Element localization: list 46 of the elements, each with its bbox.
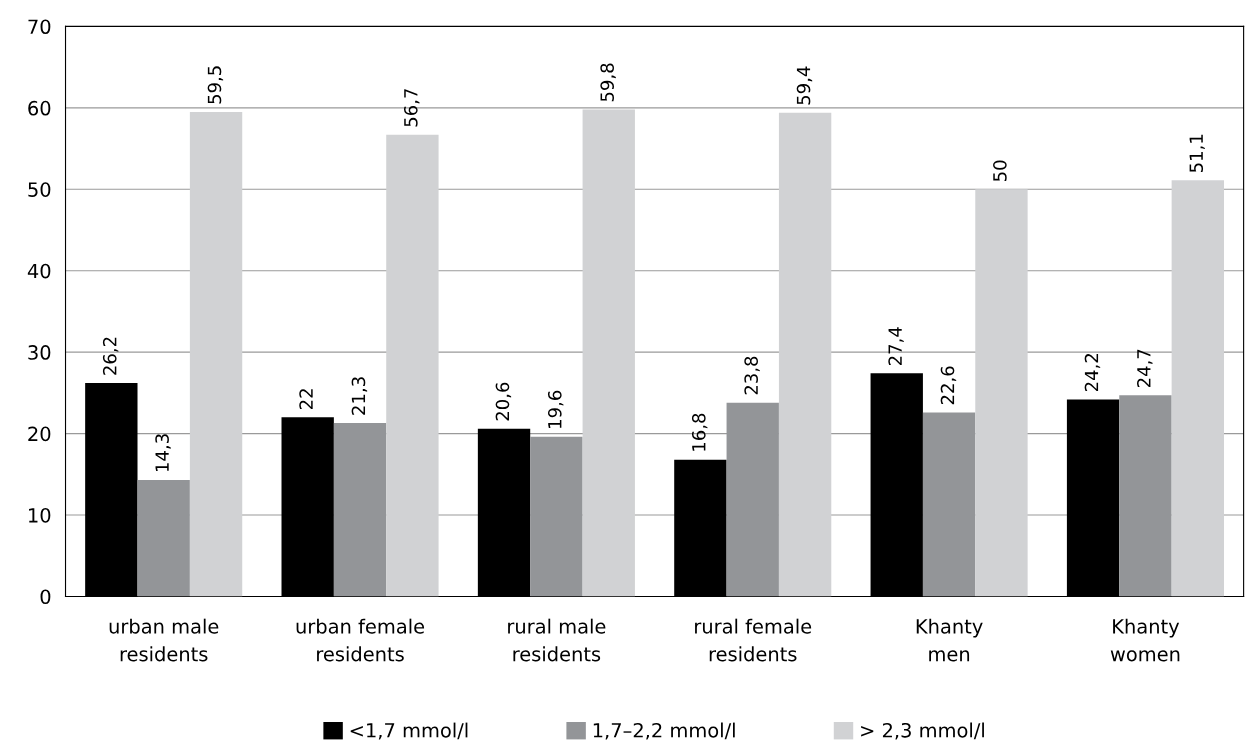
data-label: 16,8	[691, 413, 708, 451]
data-label: 23,8	[744, 356, 760, 395]
y-tick-label: 40	[27, 263, 51, 279]
data-label: 24,2	[1084, 354, 1101, 392]
y-tick-label: 10	[29, 507, 51, 523]
y-tick-label: 60	[28, 100, 51, 116]
bar	[137, 480, 190, 597]
bar	[189, 111, 243, 597]
bar	[386, 134, 439, 597]
x-tick-label: urban female residents	[296, 618, 425, 662]
bar	[975, 189, 1028, 597]
data-label: 14,3	[155, 434, 171, 472]
bar	[778, 112, 832, 597]
data-label: 59,5	[207, 66, 224, 104]
bar	[922, 412, 976, 597]
data-label: 59,8	[600, 63, 616, 102]
y-tick-label: 20	[28, 426, 51, 442]
bar	[1119, 395, 1172, 597]
legend-label: 1,7–2,2 mmol/l	[593, 722, 735, 740]
x-tick-label: rural female residents	[695, 618, 812, 662]
data-label: 56,7	[403, 89, 420, 127]
bar	[333, 423, 387, 597]
legend-label: > 2,3 mmol/l	[861, 722, 984, 740]
x-tick-label: urban male residents	[109, 618, 219, 662]
y-tick-label: 70	[28, 19, 51, 35]
bar	[1171, 180, 1224, 597]
data-label: 20,6	[495, 382, 512, 421]
data-label: 50	[993, 160, 1007, 181]
legend-label: <1,7 mmol/l	[350, 722, 468, 740]
data-label: 19,6	[547, 390, 564, 428]
data-label: 21,3	[351, 377, 368, 415]
y-tick-label: 50	[28, 182, 51, 197]
x-tick-label: rural male residents	[508, 618, 606, 662]
data-label: 51,1	[1189, 134, 1205, 172]
y-tick-label: 0	[40, 589, 51, 605]
bar	[582, 109, 635, 597]
data-label: 59,4	[796, 66, 813, 105]
data-label: 26,2	[102, 337, 119, 375]
data-label: 27,4	[888, 327, 904, 366]
data-label: 24,7	[1137, 349, 1153, 388]
x-tick-label: Khanty women	[1110, 618, 1180, 662]
x-tick-label: Khanty men	[916, 618, 983, 662]
bar	[530, 436, 583, 597]
y-tick-label: 30	[28, 345, 51, 360]
data-label: 22,6	[940, 366, 957, 405]
data-label: 22	[299, 389, 313, 410]
